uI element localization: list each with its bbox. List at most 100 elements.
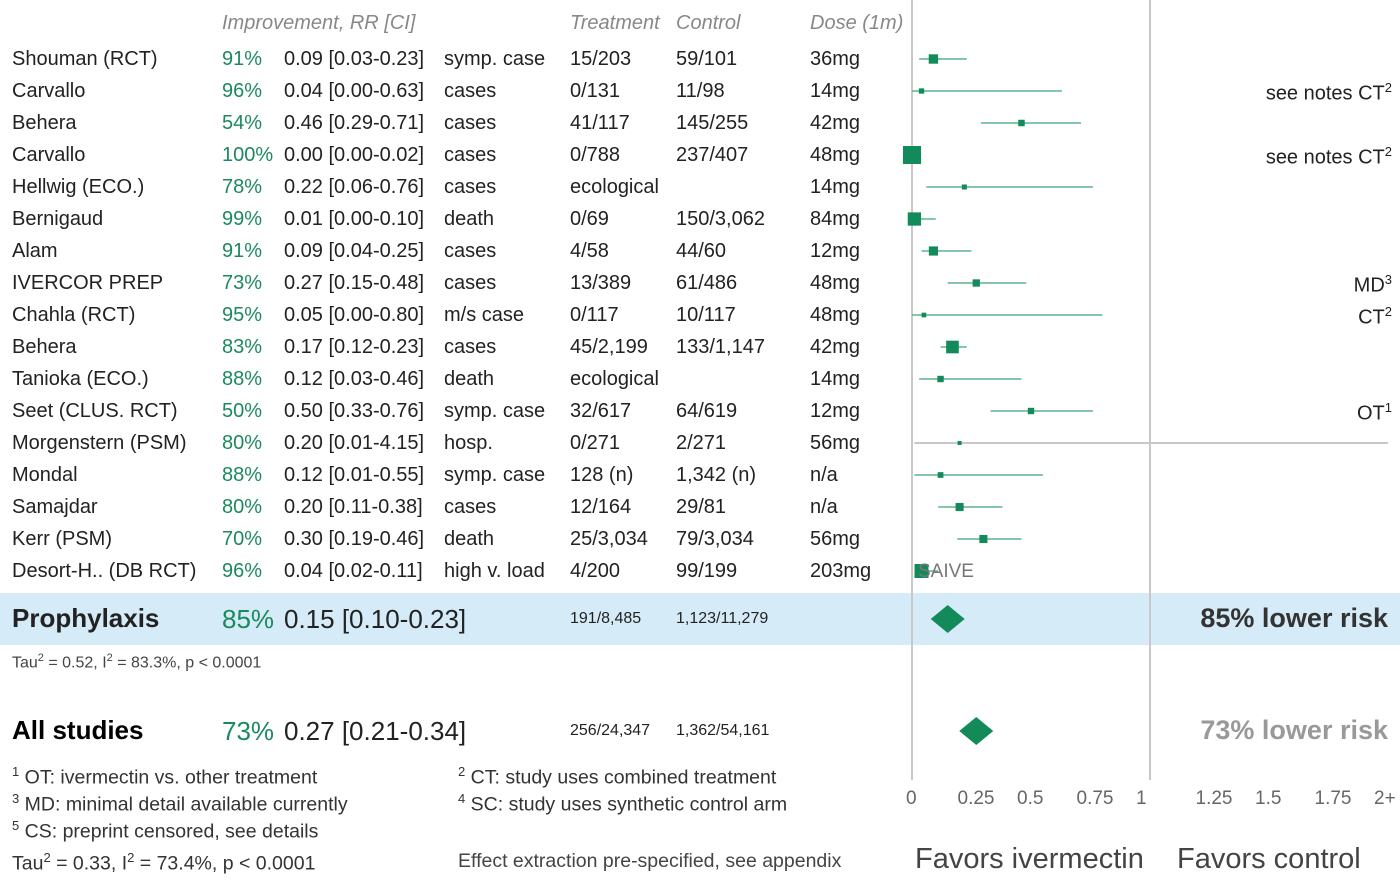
outcome: symp. case bbox=[444, 48, 546, 70]
header-control: Control bbox=[676, 12, 741, 34]
treatment: 41/117 bbox=[570, 112, 630, 134]
control: 11/98 bbox=[676, 80, 725, 102]
study-name: Tanioka (ECO.) bbox=[12, 368, 149, 390]
control: 145/255 bbox=[676, 112, 749, 134]
outcome: cases bbox=[444, 272, 497, 294]
improvement: 80% bbox=[222, 432, 263, 454]
dose: n/a bbox=[810, 496, 838, 518]
dose: 12mg bbox=[810, 400, 861, 422]
header-dose: Dose (1m) bbox=[810, 12, 904, 34]
treatment: 0/117 bbox=[570, 304, 619, 326]
outcome: death bbox=[444, 368, 495, 390]
table-row: Morgenstern (PSM) 80% 0.20 [0.01-4.15] hosp… bbox=[0, 427, 910, 459]
control: 1,342 (n) bbox=[676, 464, 757, 486]
dose: 84mg bbox=[810, 208, 861, 230]
all-studies-treatment: 256/24,347 bbox=[570, 722, 651, 739]
all-studies-risk: 73% lower risk bbox=[1200, 715, 1388, 745]
rr-ci: 0.46 [0.29-0.71] bbox=[284, 112, 425, 134]
outcome: cases bbox=[444, 336, 497, 358]
axis-tick-label: 2+ bbox=[1374, 788, 1396, 809]
dose: 14mg bbox=[810, 368, 861, 390]
control: 64/619 bbox=[676, 400, 738, 422]
table-row: IVERCOR PREP 73% 0.27 [0.15-0.48] cases 13/3… bbox=[0, 267, 910, 299]
all-studies-control: 1,362/54,161 bbox=[676, 722, 770, 739]
dose: 48mg bbox=[810, 272, 861, 294]
rr-ci: 0.09 [0.04-0.25] bbox=[284, 240, 425, 262]
effect-marker bbox=[921, 312, 927, 318]
table-row: Behera 83% 0.17 [0.12-0.23] cases 45/2,199 13… bbox=[0, 331, 910, 363]
effect-marker bbox=[928, 54, 939, 64]
rr-ci: 0.22 [0.06-0.76] bbox=[284, 176, 425, 198]
control: 2/271 bbox=[676, 432, 727, 454]
improvement: 88% bbox=[222, 464, 263, 486]
table-row: Chahla (RCT) 95% 0.05 [0.00-0.80] m/s case 0… bbox=[0, 299, 910, 331]
outcome: cases bbox=[444, 144, 497, 166]
treatment: 25/3,034 bbox=[570, 528, 648, 550]
prophylaxis-treatment: 191/8,485 bbox=[570, 610, 642, 627]
prophylaxis-heterogeneity: Tau2 = 0.52, I2 = 83.3%, p < 0.0001 bbox=[12, 652, 262, 672]
rr-ci: 0.20 [0.11-0.38] bbox=[284, 496, 423, 518]
rr-ci: 0.20 [0.01-4.15] bbox=[284, 432, 425, 454]
outcome: symp. case bbox=[444, 400, 546, 422]
treatment: ecological bbox=[570, 368, 659, 390]
study-name: Chahla (RCT) bbox=[12, 304, 136, 326]
improvement: 50% bbox=[222, 400, 263, 422]
row-note: MD3 bbox=[1353, 272, 1392, 297]
dose: 36mg bbox=[810, 48, 861, 70]
study-marks bbox=[903, 54, 1388, 578]
treatment: 45/2,199 bbox=[570, 336, 648, 358]
table-row: Mondal 88% 0.12 [0.01-0.55] symp. case 128 (… bbox=[0, 459, 910, 491]
table-row: Hellwig (ECO.) 78% 0.22 [0.06-0.76] cases ec… bbox=[0, 171, 910, 203]
table-row: Bernigaud 99% 0.01 [0.00-0.10] death 0/69 150… bbox=[0, 203, 910, 235]
rr-ci: 0.12 [0.01-0.55] bbox=[284, 464, 425, 486]
table-row: Carvallo 100% 0.00 [0.00-0.02] cases 0/788 23… bbox=[0, 139, 910, 171]
treatment: 4/200 bbox=[570, 560, 621, 582]
outcome: death bbox=[444, 208, 495, 230]
improvement: 91% bbox=[222, 240, 263, 262]
effect-marker bbox=[903, 146, 921, 164]
outcome: m/s case bbox=[444, 304, 525, 326]
rr-ci: 0.30 [0.19-0.46] bbox=[284, 528, 425, 550]
footnote-3: 3 MD: minimal detail available currently bbox=[12, 791, 348, 816]
dose: 56mg bbox=[810, 432, 861, 454]
improvement: 100% bbox=[222, 144, 274, 166]
control: 99/199 bbox=[676, 560, 738, 582]
study-name: IVERCOR PREP bbox=[12, 272, 164, 294]
header-treatment: Treatment bbox=[570, 12, 660, 34]
prespecified-note: Effect extraction pre-specified, see app… bbox=[458, 850, 842, 872]
study-name: Desort-H.. (DB RCT) bbox=[12, 560, 197, 582]
axis-tick-label: 1 bbox=[1136, 788, 1147, 809]
table-row: Alam 91% 0.09 [0.04-0.25] cases 4/58 44/60 12m… bbox=[0, 235, 910, 267]
outcome: cases bbox=[444, 80, 497, 102]
study-name: Seet (CLUS. RCT) bbox=[12, 400, 178, 422]
footnote-1: 1 OT: ivermectin vs. other treatment bbox=[12, 764, 318, 789]
outcome: hosp. bbox=[444, 432, 493, 454]
study-name: Shouman (RCT) bbox=[12, 48, 158, 70]
control: 10/117 bbox=[676, 304, 736, 326]
effect-marker bbox=[928, 246, 939, 256]
rr-ci: 0.00 [0.00-0.02] bbox=[284, 144, 425, 166]
effect-marker bbox=[1018, 119, 1025, 127]
rr-ci: 0.27 [0.15-0.48] bbox=[284, 272, 425, 294]
outcome: cases bbox=[444, 112, 497, 134]
dose: 42mg bbox=[810, 112, 861, 134]
prophylaxis-band bbox=[0, 593, 1400, 645]
summary-diamond bbox=[959, 717, 994, 745]
treatment: 15/203 bbox=[570, 48, 632, 70]
all-studies-improvement: 73% bbox=[222, 716, 275, 746]
control: 29/81 bbox=[676, 496, 727, 518]
study-name: Morgenstern (PSM) bbox=[12, 432, 187, 454]
control: 79/3,034 bbox=[676, 528, 754, 550]
effect-marker bbox=[937, 375, 944, 383]
prophylaxis-control: 1,123/11,279 bbox=[676, 610, 769, 627]
table-row: Kerr (PSM) 70% 0.30 [0.19-0.46] death 25/3,0… bbox=[0, 523, 910, 555]
study-name: Alam bbox=[12, 240, 58, 262]
rr-ci: 0.12 [0.03-0.46] bbox=[284, 368, 425, 390]
axis-tick-label: 0 bbox=[906, 788, 917, 809]
dose: 12mg bbox=[810, 240, 861, 262]
favors-left: Favors ivermectin bbox=[915, 843, 1144, 875]
prophylaxis-improvement: 85% bbox=[222, 604, 275, 634]
outcome: cases bbox=[444, 240, 497, 262]
saive-label: SAIVE bbox=[918, 561, 974, 582]
axis-tick-label: 0.5 bbox=[1017, 788, 1044, 809]
